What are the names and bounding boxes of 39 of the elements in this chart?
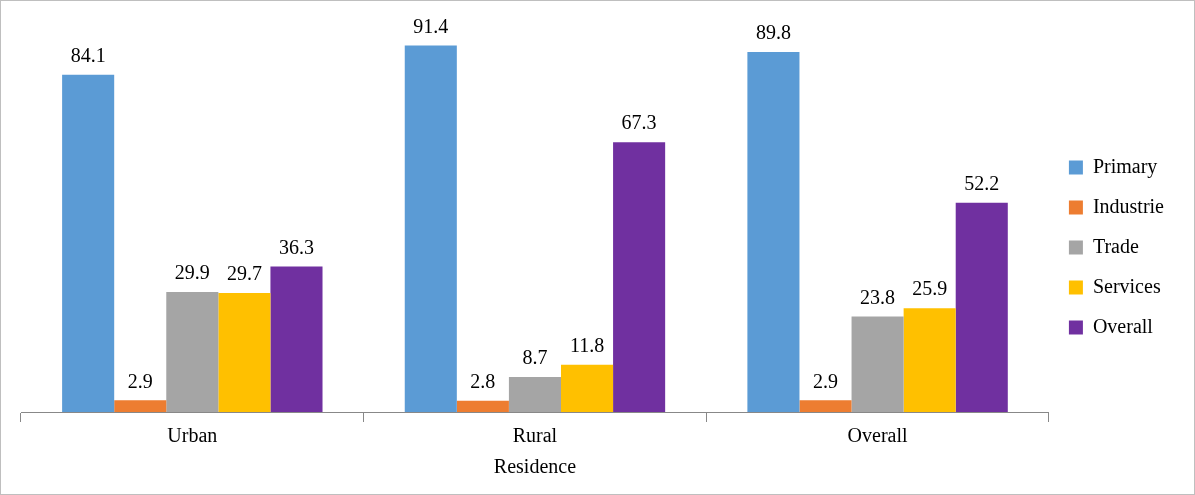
bar bbox=[270, 266, 323, 412]
data-label: 23.8 bbox=[860, 285, 896, 308]
bar bbox=[560, 364, 614, 412]
data-label: 25.9 bbox=[912, 277, 948, 300]
x-tick-label: Rural bbox=[512, 424, 558, 447]
bar bbox=[114, 400, 167, 412]
bar bbox=[404, 45, 457, 412]
data-label: 11.8 bbox=[569, 333, 605, 356]
data-label: 29.9 bbox=[174, 261, 210, 284]
bar bbox=[903, 308, 956, 412]
legend-label: Overall bbox=[1092, 314, 1154, 337]
legend-label: Industrie bbox=[1092, 194, 1165, 217]
bar bbox=[62, 74, 115, 412]
legend-label: Services bbox=[1092, 274, 1161, 297]
data-label: 91.4 bbox=[413, 14, 449, 37]
bar bbox=[955, 202, 1008, 412]
bar bbox=[456, 400, 509, 412]
bar bbox=[799, 400, 852, 412]
bar bbox=[166, 292, 219, 412]
data-label: 67.3 bbox=[621, 111, 657, 134]
data-label: 89.8 bbox=[755, 21, 791, 44]
bar bbox=[218, 292, 271, 412]
x-axis-title: Residence bbox=[493, 455, 577, 478]
bar bbox=[747, 51, 800, 412]
data-label: 2.8 bbox=[470, 370, 496, 393]
data-label: 84.1 bbox=[70, 44, 106, 67]
x-tick-label: Urban bbox=[167, 424, 218, 447]
bar bbox=[613, 142, 666, 412]
legend-label: Trade bbox=[1092, 234, 1139, 257]
bar bbox=[851, 316, 904, 412]
data-label: 2.9 bbox=[813, 369, 839, 392]
legend-label: Primary bbox=[1092, 154, 1158, 178]
bar bbox=[508, 377, 561, 412]
data-label: 52.2 bbox=[964, 171, 1000, 194]
data-label: 29.7 bbox=[226, 262, 262, 285]
data-label: 8.7 bbox=[522, 346, 548, 369]
data-label: 2.9 bbox=[127, 369, 153, 392]
data-label: 36.3 bbox=[278, 235, 314, 258]
x-tick-label: Overall bbox=[847, 424, 909, 447]
